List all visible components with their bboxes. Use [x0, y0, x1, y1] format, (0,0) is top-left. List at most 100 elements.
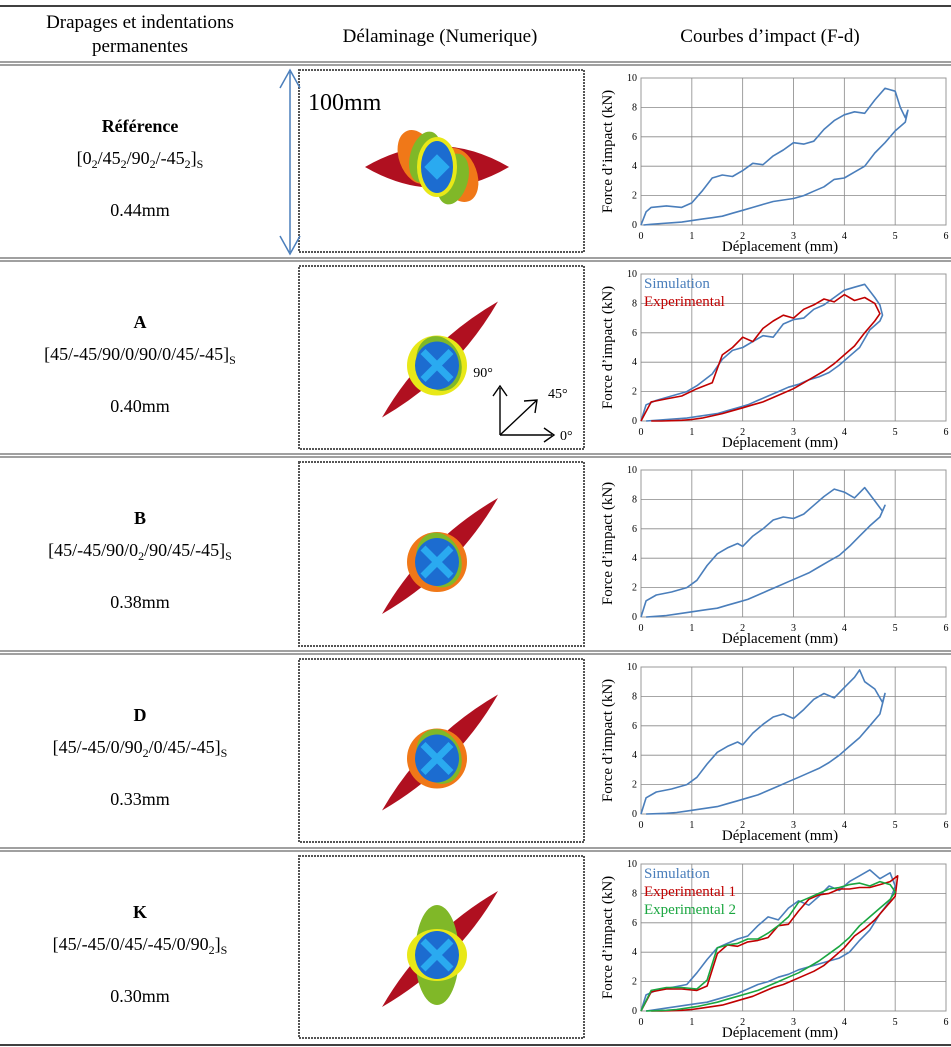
panel-frame — [298, 265, 585, 450]
x-tick-label: 5 — [893, 623, 898, 634]
y-tick-label: 0 — [632, 416, 637, 427]
stacking-part: [45/-45/0/90 — [53, 737, 143, 757]
y-tick-label: 10 — [627, 73, 637, 84]
y-axis-label: Force d’impact (kN) — [600, 286, 616, 409]
y-tick-label: 10 — [627, 662, 637, 673]
delamination-panel — [298, 658, 585, 843]
row-name: K — [133, 902, 147, 922]
x-tick-label: 6 — [944, 1017, 949, 1028]
stacking-subscript: 2 — [121, 157, 127, 171]
row-stacking: [02/452/902/-452]S — [77, 148, 204, 171]
stacking-part: [45/-45/0/45/-45/0/90 — [53, 934, 209, 954]
y-tick-label: 8 — [632, 298, 637, 309]
row-name: B — [134, 508, 146, 528]
stacking-subscript: S — [221, 943, 228, 957]
x-tick-label: 4 — [842, 623, 847, 634]
y-tick-label: 2 — [632, 387, 637, 398]
row-stacking: [45/-45/90/0/90/0/45/-45]S — [44, 344, 236, 367]
x-tick-label: 6 — [944, 623, 949, 634]
y-tick-label: 6 — [632, 918, 637, 929]
x-tick-label: 0 — [639, 1017, 644, 1028]
x-tick-label: 5 — [893, 1017, 898, 1028]
stacking-subscript: S — [221, 746, 228, 760]
y-tick-label: 10 — [627, 269, 637, 280]
row-stacking: [45/-45/0/902/0/45/-45]S — [53, 737, 228, 760]
legend-entry: Experimental 2 — [644, 902, 736, 918]
x-axis-label: Déplacement (mm) — [722, 631, 838, 647]
y-axis-label: Force d’impact (kN) — [600, 90, 616, 213]
header-col1-line2: permanentes — [92, 36, 188, 57]
x-tick-label: 0 — [639, 623, 644, 634]
angle-45-label: 45° — [548, 387, 568, 402]
x-tick-label: 2 — [740, 1017, 745, 1028]
x-tick-label: 2 — [740, 623, 745, 634]
stacking-part: /90 — [127, 148, 150, 168]
delamination-cyan-zone — [420, 349, 454, 382]
y-tick-label: 0 — [632, 612, 637, 623]
scale-label: 100mm — [308, 90, 382, 116]
stacking-part: /45 — [98, 148, 121, 168]
x-tick-label: 3 — [791, 820, 796, 831]
x-tick-label: 1 — [689, 820, 694, 831]
delamination-cyan-zone — [420, 742, 454, 775]
y-tick-label: 6 — [632, 721, 637, 732]
legend-entry: Experimental 1 — [644, 884, 736, 900]
x-tick-label: 6 — [944, 231, 949, 242]
x-axis-label: Déplacement (mm) — [722, 1025, 838, 1041]
stacking-subscript: S — [197, 157, 204, 171]
x-tick-label: 4 — [842, 231, 847, 242]
delamination-panel — [298, 461, 585, 647]
delamination-panel — [298, 265, 585, 450]
stacking-subscript: 2 — [185, 157, 191, 171]
arrow-90-icon — [492, 384, 508, 435]
arrow-0-icon — [500, 427, 556, 443]
x-tick-label: 1 — [689, 1017, 694, 1028]
impact-chart: 0 2 4 6 8 10 0 1 2 3 4 5 6 Déplacement (mm) Force d’im… — [600, 73, 949, 255]
stacking-subscript: 2 — [138, 549, 144, 563]
y-tick-label: 10 — [627, 465, 637, 476]
stacking-part: /0/45/-45] — [149, 737, 221, 757]
angle-90-label: 90° — [473, 366, 493, 381]
row-name: D — [134, 705, 147, 725]
y-tick-label: 2 — [632, 191, 637, 202]
impact-chart: 0 2 4 6 8 10 0 1 2 3 4 5 6 Déplacement (mm) Force d’im… — [600, 465, 949, 647]
x-tick-label: 2 — [740, 820, 745, 831]
series-line-experimental — [640, 293, 881, 422]
x-tick-label: 4 — [842, 1017, 847, 1028]
stacking-subscript: 2 — [92, 157, 98, 171]
legend-entry: Simulation — [644, 276, 710, 292]
row-indentation: 0.30mm — [110, 986, 170, 1006]
x-tick-label: 0 — [639, 231, 644, 242]
y-tick-label: 4 — [632, 357, 637, 368]
stacking-subscript: 2 — [209, 943, 215, 957]
x-tick-label: 5 — [893, 231, 898, 242]
row-indentation: 0.33mm — [110, 789, 170, 809]
scale-arrow-down-icon — [279, 235, 301, 256]
row-indentation: 0.44mm — [110, 200, 170, 220]
x-tick-label: 2 — [740, 427, 745, 438]
stacking-subscript: S — [225, 549, 232, 563]
y-tick-label: 8 — [632, 691, 637, 702]
scale-arrow-up-icon — [279, 68, 301, 89]
legend-entry: Experimental — [644, 294, 725, 310]
y-tick-label: 2 — [632, 583, 637, 594]
impact-chart: 0 2 4 6 8 10 0 1 2 3 4 5 6 Déplacement (mm) Force d’im… — [600, 662, 949, 844]
stacking-subscript: S — [229, 353, 236, 367]
series-line-simulation — [640, 669, 886, 815]
series-line-simulation — [640, 486, 886, 618]
delamination-panel — [298, 69, 585, 253]
y-tick-label: 2 — [632, 780, 637, 791]
stacking-part: ] — [215, 934, 221, 954]
y-tick-label: 2 — [632, 977, 637, 988]
x-tick-label: 5 — [893, 427, 898, 438]
y-tick-label: 4 — [632, 947, 637, 958]
x-tick-label: 2 — [740, 231, 745, 242]
header-col2: Délaminage (Numerique) — [343, 26, 538, 47]
y-axis-label: Force d’impact (kN) — [600, 482, 616, 605]
series-line-simulation — [640, 869, 896, 1012]
stacking-part: /90/45/-45] — [144, 540, 225, 560]
arrow-45-icon — [499, 399, 538, 436]
row-stacking: [45/-45/90/02/90/45/-45]S — [48, 540, 232, 563]
y-tick-label: 6 — [632, 132, 637, 143]
series-line-simulation — [640, 87, 909, 226]
